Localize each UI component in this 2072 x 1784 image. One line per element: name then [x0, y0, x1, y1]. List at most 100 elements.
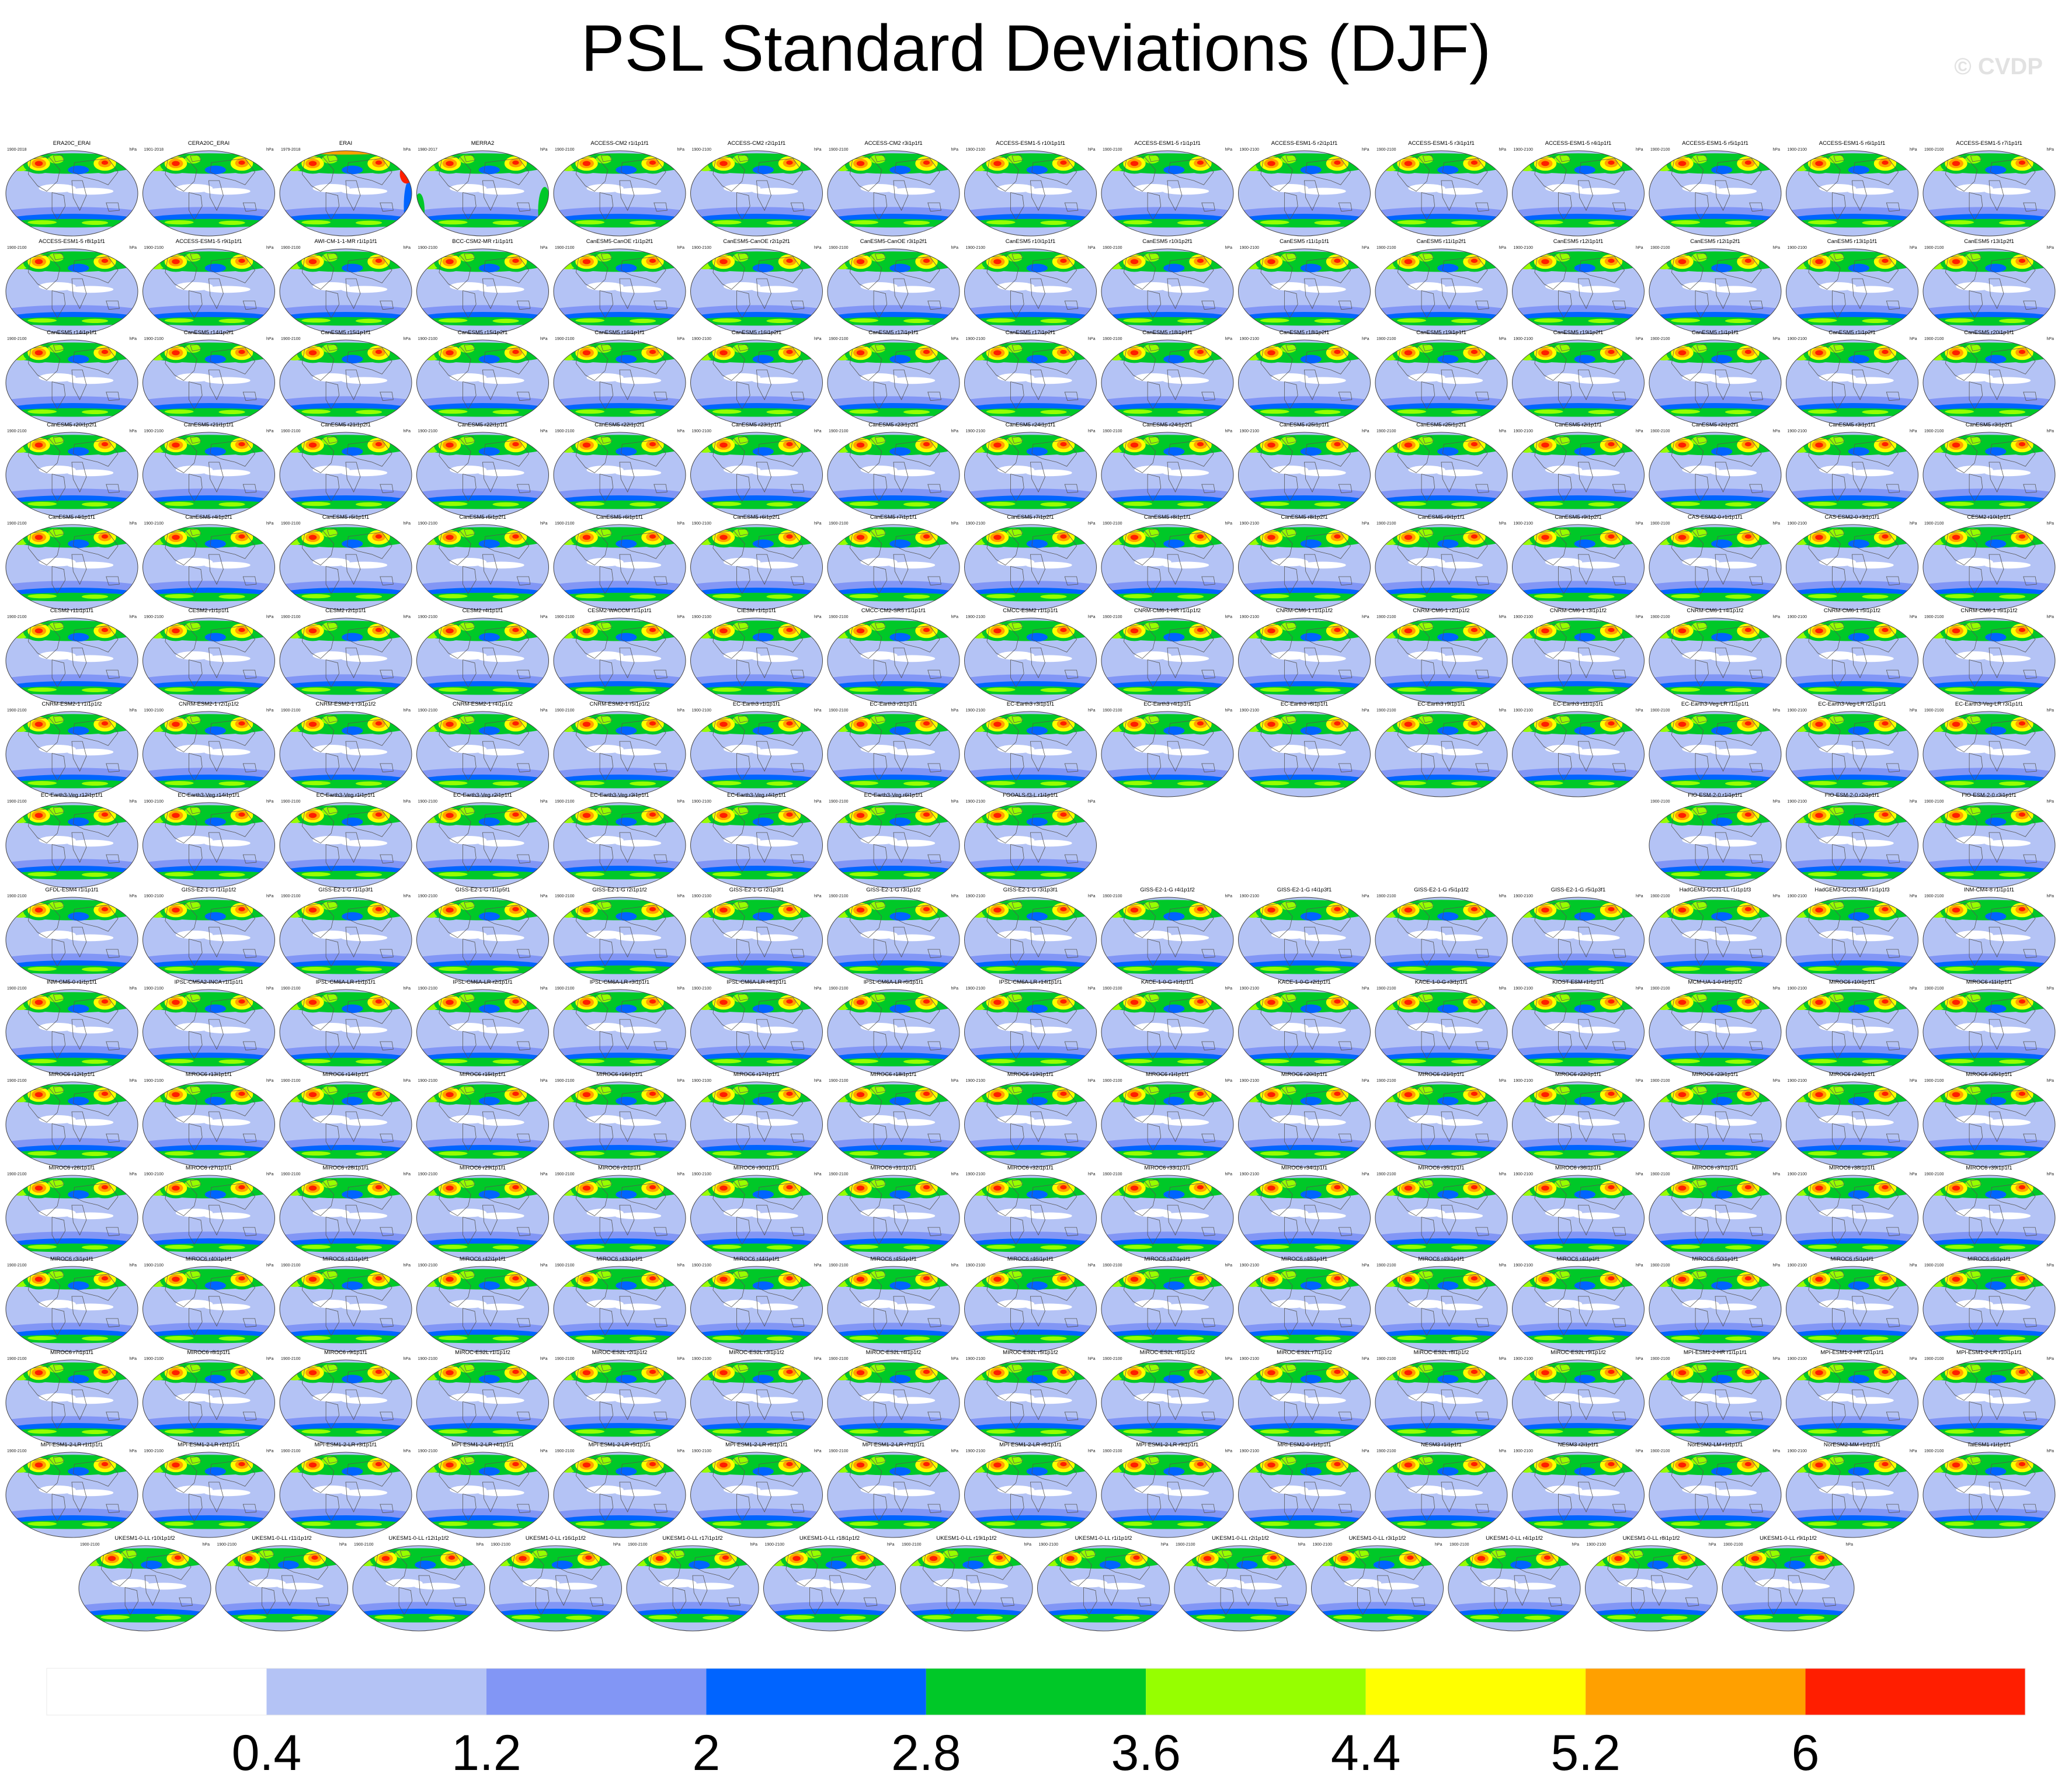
- map-border: [1101, 339, 1234, 426]
- coastline: [927, 300, 941, 310]
- panel-title: CanESM5 r13i1p2f1: [1964, 238, 2014, 245]
- coastline: [1579, 439, 1625, 467]
- contour-region: [719, 721, 728, 727]
- coastline: [790, 484, 805, 494]
- panel-years: 1900-2100: [418, 246, 438, 250]
- contour-region: [1608, 349, 1615, 355]
- contour-region: [596, 622, 612, 631]
- contour-region: [238, 721, 245, 726]
- coastline: [1534, 156, 1567, 192]
- contour-region: [1691, 622, 1708, 631]
- contour-region: [1300, 355, 1322, 364]
- coastline: [986, 156, 1019, 192]
- coastline: [1168, 439, 1214, 467]
- contour-region: [416, 965, 549, 974]
- panel-title: IPSL-CM5A2-INCA r1i1p1f1: [175, 979, 244, 985]
- contour-region: [67, 655, 114, 662]
- contour-region: [34, 534, 43, 540]
- map-border: [416, 432, 549, 518]
- panel-units: hPa: [2047, 429, 2054, 433]
- contour-region: [322, 1086, 338, 1095]
- panel-title: CNRM-CM6-1-HR r1i1p1f2: [1134, 608, 1201, 614]
- contour-region: [438, 687, 468, 692]
- contour-region: [1678, 907, 1687, 913]
- contour-region: [34, 999, 43, 1005]
- coastline: [1833, 343, 1845, 352]
- contour-region: [596, 253, 612, 262]
- coastline: [1201, 202, 1215, 212]
- contour-region: [1815, 721, 1823, 727]
- contour-region: [712, 1151, 742, 1156]
- coastline: [927, 484, 941, 494]
- coastline: [516, 300, 531, 310]
- coastline: [1123, 254, 1156, 290]
- contour-region: [1744, 1091, 1752, 1096]
- contour-region: [101, 907, 109, 912]
- contour-region: [1862, 688, 1889, 693]
- contour-region: [1952, 259, 1960, 265]
- coastline: [210, 158, 256, 185]
- contour-region: [1608, 907, 1615, 912]
- contour-region: [649, 349, 656, 355]
- contour-region: [1006, 529, 1023, 537]
- contour-region: [1671, 966, 1701, 971]
- contour-region: [1984, 469, 2031, 477]
- contour-region: [512, 258, 519, 263]
- contour-region: [512, 907, 519, 912]
- contour-region: [1299, 1026, 1346, 1034]
- contour-region: [1998, 688, 2026, 693]
- contour-region: [1397, 220, 1427, 225]
- contour-region: [1985, 726, 2007, 735]
- panel-units: hPa: [1362, 709, 1369, 713]
- contour-region: [204, 633, 226, 642]
- coastline: [210, 347, 256, 374]
- coastline: [1671, 156, 1704, 192]
- contour-region: [1404, 721, 1413, 727]
- coastline: [1612, 391, 1626, 401]
- contour-region: [341, 377, 388, 384]
- contour-region: [322, 901, 338, 910]
- coastline: [756, 461, 771, 493]
- coastline: [1285, 436, 1297, 444]
- contour-region: [1163, 188, 1209, 195]
- contour-region: [1945, 593, 1974, 599]
- contour-region: [1143, 155, 1160, 164]
- contour-region: [1985, 1096, 2007, 1106]
- coastline: [1969, 381, 1983, 410]
- panel-title: ACCESS-CM2 r1i1p1f1: [590, 140, 648, 147]
- contour-region: [1260, 687, 1289, 692]
- panel-years: 1900-2100: [692, 987, 712, 991]
- contour-region: [1238, 686, 1371, 695]
- coastline: [53, 154, 64, 162]
- contour-region: [2018, 999, 2026, 1004]
- panel-years: 1900-2100: [1103, 148, 1122, 152]
- coastline: [619, 461, 635, 493]
- coastline: [1148, 343, 1160, 352]
- contour-region: [1711, 817, 1733, 827]
- contour-region: [68, 539, 89, 549]
- contour-region: [1299, 748, 1346, 756]
- map-border: [1238, 432, 1371, 518]
- coastline: [1011, 436, 1023, 444]
- panel-units: hPa: [1636, 709, 1643, 713]
- coastline: [27, 345, 61, 381]
- contour-region: [889, 447, 911, 456]
- panel-years: 1900-2100: [692, 800, 712, 804]
- contour-region: [204, 934, 251, 942]
- contour-region: [312, 373, 350, 382]
- coastline: [1397, 438, 1430, 473]
- contour-region: [342, 633, 363, 642]
- contour-region: [1280, 344, 1296, 353]
- panel-units: hPa: [2047, 246, 2054, 250]
- contour-region: [1786, 592, 1918, 602]
- contour-region: [512, 721, 519, 726]
- panel-years: 1900-2100: [1650, 987, 1670, 991]
- contour-region: [724, 282, 761, 291]
- coastline: [986, 254, 1019, 290]
